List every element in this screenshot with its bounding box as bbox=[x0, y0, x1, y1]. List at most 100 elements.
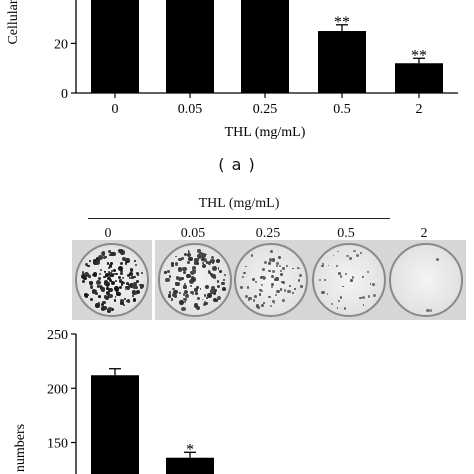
colony-dot bbox=[210, 255, 214, 260]
colony-dot bbox=[108, 264, 113, 268]
colony-dot bbox=[221, 287, 226, 291]
colony-dot bbox=[128, 277, 131, 280]
colony-dot bbox=[211, 261, 215, 264]
colony-dot bbox=[258, 294, 261, 297]
colony-dot bbox=[339, 274, 343, 278]
colony-dot bbox=[287, 289, 291, 294]
colony-dot bbox=[136, 290, 140, 295]
colony-dot bbox=[337, 250, 339, 253]
colony-dot bbox=[124, 286, 128, 290]
colony-dot bbox=[182, 293, 186, 296]
colony-dot bbox=[136, 280, 140, 284]
colony-dot bbox=[97, 276, 102, 281]
colony-dot bbox=[217, 295, 222, 301]
colony-dot bbox=[342, 285, 344, 288]
colony-dot bbox=[196, 306, 201, 311]
colony-dot bbox=[101, 287, 106, 292]
panel-label-a: ( a ) bbox=[218, 155, 256, 174]
colony-dish-0 bbox=[75, 243, 149, 317]
colony-dot bbox=[332, 254, 335, 257]
colony-dot bbox=[206, 297, 209, 300]
colony-dot bbox=[100, 251, 105, 256]
colony-dot bbox=[278, 255, 282, 259]
colony-dot bbox=[246, 286, 250, 289]
colony-dot bbox=[336, 265, 339, 267]
colony-dot bbox=[171, 263, 174, 267]
colony-dot bbox=[124, 262, 127, 265]
colony-dot bbox=[168, 295, 171, 299]
x-tick-label: 0 bbox=[112, 102, 119, 117]
bar-chart-colony-numbers: 150 200 250 numbers * bbox=[13, 328, 214, 474]
colony-dot bbox=[129, 267, 134, 272]
colony-dot bbox=[97, 302, 100, 305]
colony-dot bbox=[191, 269, 197, 274]
colony-dot bbox=[367, 295, 370, 298]
colony-dot bbox=[132, 281, 137, 287]
colony-dot bbox=[107, 270, 111, 273]
colony-dot bbox=[183, 301, 186, 304]
colony-dot bbox=[105, 273, 110, 278]
y-tick-label: 0 bbox=[61, 87, 68, 102]
dish-label-0.25: 0.25 bbox=[255, 226, 281, 241]
colony-dot bbox=[203, 294, 206, 297]
colony-dot bbox=[115, 292, 118, 294]
colony-dot bbox=[253, 294, 257, 299]
significance-marker: ** bbox=[334, 14, 350, 31]
colony-dot bbox=[326, 293, 329, 295]
colony-dot bbox=[222, 279, 226, 282]
colony-dot bbox=[131, 275, 134, 279]
colony-dot bbox=[118, 286, 122, 290]
colony-dot bbox=[126, 299, 131, 303]
colony-dot bbox=[180, 276, 184, 280]
colony-dot bbox=[267, 261, 272, 266]
y-tick-label: 250 bbox=[47, 328, 68, 343]
colony-dot bbox=[273, 302, 276, 305]
colony-dot bbox=[221, 281, 226, 286]
colony-dot bbox=[197, 249, 202, 253]
colony-dot bbox=[97, 294, 102, 299]
colony-dot bbox=[108, 287, 113, 293]
colony-dot bbox=[117, 265, 123, 271]
colony-dot bbox=[218, 269, 223, 274]
colony-dot bbox=[108, 293, 113, 298]
colony-dot bbox=[262, 276, 265, 279]
colony-dot bbox=[274, 293, 278, 297]
colony-dot bbox=[124, 298, 127, 301]
colony-dot bbox=[350, 279, 353, 282]
colony-dot bbox=[268, 258, 273, 262]
bar-2 bbox=[395, 63, 443, 93]
colony-dot bbox=[116, 291, 121, 296]
colony-dot bbox=[279, 265, 281, 267]
colony-dot bbox=[203, 258, 208, 263]
colony-dot bbox=[94, 260, 100, 266]
colony-dot bbox=[212, 297, 218, 303]
colony-dot bbox=[355, 253, 360, 258]
colony-dot bbox=[123, 281, 125, 284]
colony-dot bbox=[274, 277, 278, 281]
colony-dot bbox=[349, 257, 352, 261]
colony-dot bbox=[360, 251, 362, 254]
colony-dot bbox=[196, 296, 200, 300]
colony-dot bbox=[216, 285, 220, 289]
colony-dot bbox=[212, 276, 217, 280]
x-tick-label: 0.5 bbox=[333, 102, 351, 117]
colony-dot bbox=[184, 282, 187, 285]
colony-dot bbox=[201, 264, 206, 269]
colony-dot bbox=[168, 293, 172, 297]
colony-dot bbox=[133, 291, 138, 296]
colony-dot bbox=[177, 266, 183, 272]
colony-dot bbox=[201, 253, 206, 258]
colony-dot bbox=[173, 289, 178, 295]
dish-label-0.5: 0.5 bbox=[337, 226, 355, 241]
colony-dot bbox=[207, 270, 212, 275]
colony-dot bbox=[174, 255, 177, 258]
colony-dot bbox=[187, 261, 190, 265]
colony-dot bbox=[260, 289, 263, 293]
colony-dot bbox=[103, 271, 106, 274]
colony-dot bbox=[168, 291, 171, 294]
colony-dot bbox=[193, 303, 199, 309]
colony-dot bbox=[178, 257, 182, 261]
colony-dot bbox=[262, 268, 266, 272]
colony-dot bbox=[271, 299, 275, 304]
colony-dot bbox=[271, 258, 276, 262]
